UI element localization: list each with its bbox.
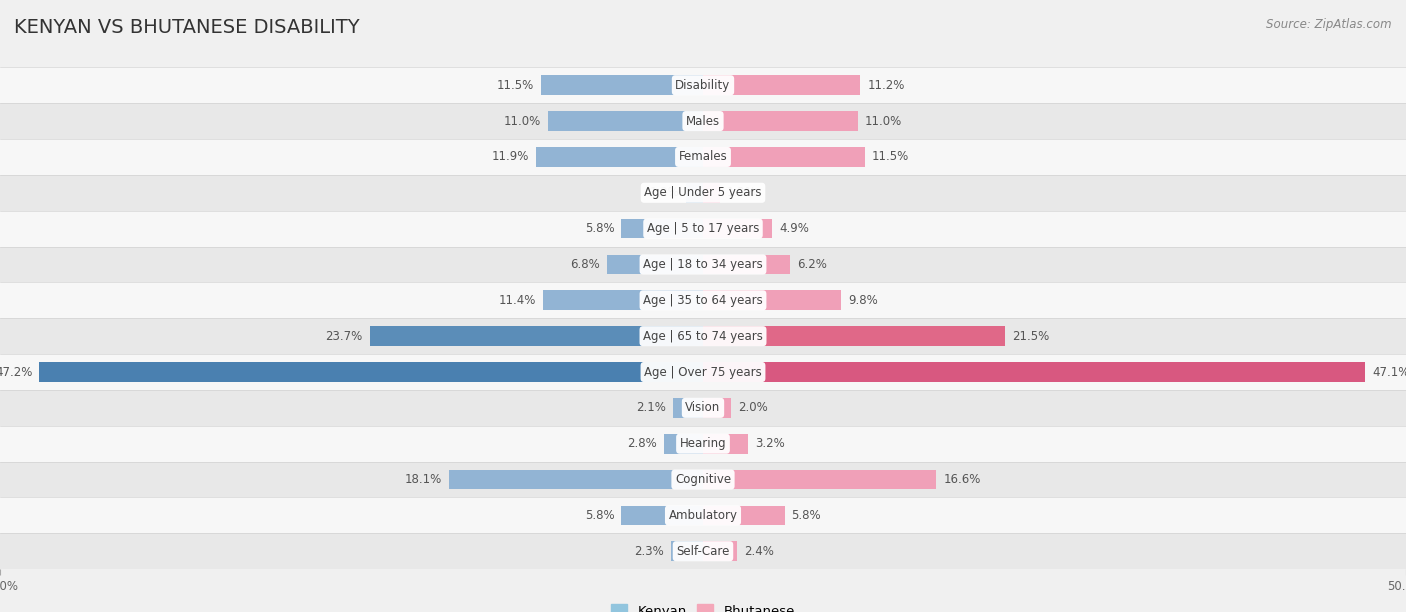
Bar — [703, 291, 841, 310]
Bar — [621, 218, 703, 239]
Bar — [0, 533, 1406, 569]
Text: Age | Under 5 years: Age | Under 5 years — [644, 186, 762, 200]
Text: Vision: Vision — [685, 401, 721, 414]
Text: Age | 5 to 17 years: Age | 5 to 17 years — [647, 222, 759, 235]
Bar — [686, 183, 703, 203]
Bar — [0, 247, 1406, 282]
Text: Ambulatory: Ambulatory — [668, 509, 738, 522]
Bar — [543, 291, 703, 310]
Text: KENYAN VS BHUTANESE DISABILITY: KENYAN VS BHUTANESE DISABILITY — [14, 18, 360, 37]
Bar — [0, 318, 1406, 354]
Bar — [703, 75, 860, 95]
Text: Source: ZipAtlas.com: Source: ZipAtlas.com — [1267, 18, 1392, 31]
Text: 3.2%: 3.2% — [755, 437, 785, 450]
Text: 11.5%: 11.5% — [498, 79, 534, 92]
Text: 11.9%: 11.9% — [491, 151, 529, 163]
Bar — [536, 147, 703, 167]
Bar — [703, 434, 748, 453]
Bar — [703, 218, 772, 239]
Text: 2.3%: 2.3% — [634, 545, 664, 558]
Bar — [671, 542, 703, 561]
Text: 9.8%: 9.8% — [848, 294, 877, 307]
Text: 1.2%: 1.2% — [727, 186, 756, 200]
Text: 4.9%: 4.9% — [779, 222, 808, 235]
Text: Age | Over 75 years: Age | Over 75 years — [644, 365, 762, 378]
Text: 1.2%: 1.2% — [650, 186, 679, 200]
Text: 11.2%: 11.2% — [868, 79, 905, 92]
Bar — [39, 362, 703, 382]
Text: Age | 65 to 74 years: Age | 65 to 74 years — [643, 330, 763, 343]
Text: 5.8%: 5.8% — [585, 509, 614, 522]
Text: 47.1%: 47.1% — [1372, 365, 1406, 378]
Text: 16.6%: 16.6% — [943, 473, 981, 486]
Bar — [703, 255, 790, 274]
Bar — [703, 326, 1005, 346]
Text: Disability: Disability — [675, 79, 731, 92]
Text: 11.4%: 11.4% — [498, 294, 536, 307]
Text: 2.4%: 2.4% — [744, 545, 773, 558]
Bar — [0, 498, 1406, 533]
Bar — [703, 469, 936, 490]
Bar — [703, 111, 858, 131]
Bar — [0, 139, 1406, 175]
Text: Females: Females — [679, 151, 727, 163]
Text: 23.7%: 23.7% — [326, 330, 363, 343]
Bar — [0, 103, 1406, 139]
Text: 47.2%: 47.2% — [0, 365, 32, 378]
Text: 6.2%: 6.2% — [797, 258, 827, 271]
Bar — [0, 282, 1406, 318]
Bar — [703, 542, 737, 561]
Bar — [664, 434, 703, 453]
Bar — [703, 506, 785, 525]
Text: 2.1%: 2.1% — [637, 401, 666, 414]
Text: Males: Males — [686, 114, 720, 127]
Bar — [0, 67, 1406, 103]
Text: 5.8%: 5.8% — [792, 509, 821, 522]
Text: 2.0%: 2.0% — [738, 401, 768, 414]
Bar — [673, 398, 703, 418]
Bar — [703, 362, 1365, 382]
Bar — [0, 354, 1406, 390]
Bar — [541, 75, 703, 95]
Text: 5.8%: 5.8% — [585, 222, 614, 235]
Bar — [703, 147, 865, 167]
Bar — [621, 506, 703, 525]
Text: 11.5%: 11.5% — [872, 151, 908, 163]
Text: Hearing: Hearing — [679, 437, 727, 450]
Text: Self-Care: Self-Care — [676, 545, 730, 558]
Bar — [0, 426, 1406, 461]
Text: 11.0%: 11.0% — [505, 114, 541, 127]
Text: 2.8%: 2.8% — [627, 437, 657, 450]
Bar — [607, 255, 703, 274]
Bar — [703, 398, 731, 418]
Bar — [449, 469, 703, 490]
Bar — [0, 175, 1406, 211]
Bar — [0, 211, 1406, 247]
Bar — [0, 461, 1406, 498]
Text: 21.5%: 21.5% — [1012, 330, 1049, 343]
Bar — [548, 111, 703, 131]
Text: 11.0%: 11.0% — [865, 114, 901, 127]
Text: 18.1%: 18.1% — [405, 473, 441, 486]
Text: Cognitive: Cognitive — [675, 473, 731, 486]
Text: 6.8%: 6.8% — [571, 258, 600, 271]
Text: Age | 35 to 64 years: Age | 35 to 64 years — [643, 294, 763, 307]
Text: Age | 18 to 34 years: Age | 18 to 34 years — [643, 258, 763, 271]
Legend: Kenyan, Bhutanese: Kenyan, Bhutanese — [606, 599, 800, 612]
Bar — [703, 183, 720, 203]
Bar — [0, 390, 1406, 426]
Bar — [370, 326, 703, 346]
